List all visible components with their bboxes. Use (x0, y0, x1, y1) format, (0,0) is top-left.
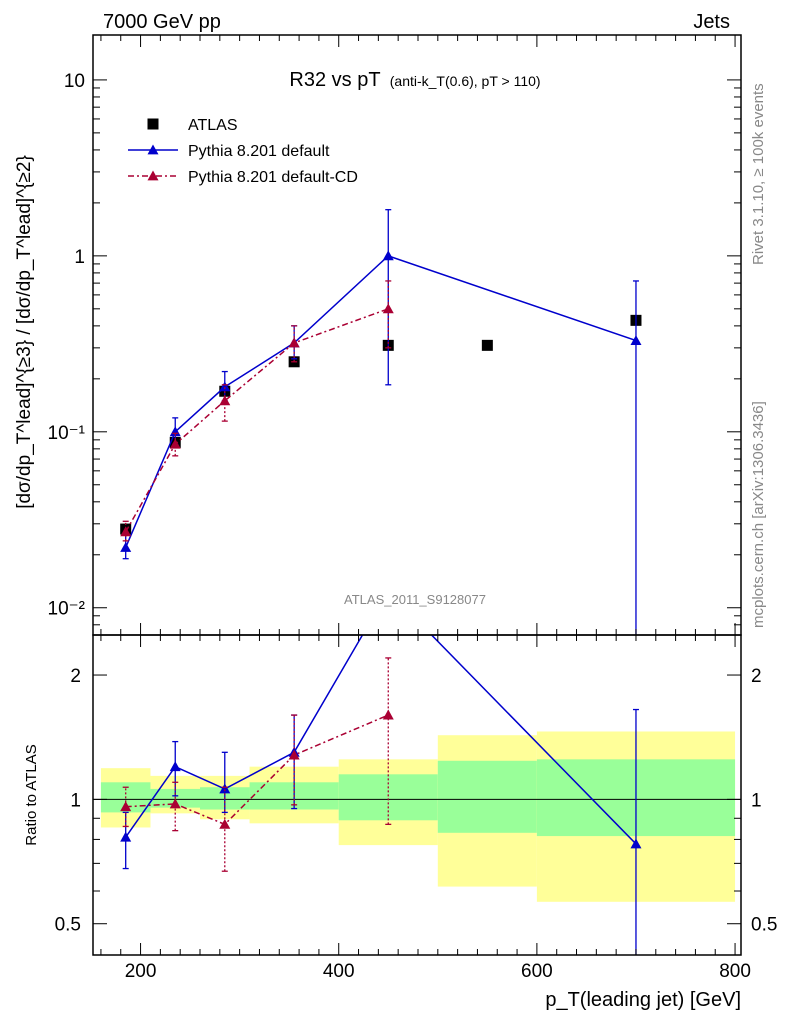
main-y-axis-ticks: 10⁻² 10⁻¹ 1 10 (48, 71, 741, 636)
legend-marker (147, 170, 159, 181)
ratio-data-point (169, 761, 181, 772)
ratio-y-axis-label: Ratio to ATLAS (23, 744, 40, 845)
uncertainty-bands (100, 731, 736, 902)
plot-title-suffix: (anti-k_T(0.6), pT > 110) (390, 73, 541, 89)
legend-entry-2: Pythia 8.201 default-CD (128, 169, 358, 186)
ratio-error-bar (291, 714, 298, 806)
ratio-error-bar (385, 657, 392, 826)
error-bar (221, 384, 228, 422)
data-point (481, 339, 493, 351)
ratio-data-point (630, 838, 642, 849)
legend: ATLAS Pythia 8.201 default Pythia 8.201 de… (128, 117, 358, 186)
series-2 (120, 280, 394, 542)
legend-label: ATLAS (188, 117, 238, 134)
ratio-y-tick-label-right: 1 (751, 790, 762, 811)
data-point (169, 438, 181, 449)
ratio-y-tick-label-right: 0.5 (751, 915, 777, 936)
x-tick-label: 400 (323, 961, 355, 982)
ratio-y-tick-label: 2 (70, 666, 81, 687)
ratio-error-bar (221, 786, 228, 872)
ratio-series-group (120, 635, 642, 955)
header-right: Jets (693, 11, 730, 33)
ratio-plot: 200 400 600 800 0.5 0.5 1 1 2 2 (55, 35, 778, 982)
ratio-data-point (120, 801, 132, 812)
data-point (382, 303, 394, 314)
legend-label: Pythia 8.201 default-CD (188, 169, 358, 186)
ratio-frame (92, 634, 742, 956)
data-point (382, 250, 394, 261)
data-point (219, 395, 231, 406)
plot-title: R32 vs pT (anti-k_T(0.6), pT > 110) (289, 69, 540, 91)
legend-marker (147, 144, 159, 155)
band-green (437, 760, 537, 833)
ratio-data-point (219, 783, 231, 794)
ratio-y-tick-label: 0.5 (55, 915, 81, 936)
ratio-series-line (125, 635, 637, 845)
error-bar (385, 209, 392, 386)
ratio-data-point (219, 818, 231, 829)
legend-marker (147, 118, 159, 130)
error-bar (632, 280, 639, 635)
series-line (125, 255, 637, 548)
y-tick-label: 10⁻¹ (48, 423, 86, 444)
ratio-data-point (120, 831, 132, 842)
y-tick-label: 1 (74, 247, 85, 268)
x-axis-label: p_T(leading jet) [GeV] (545, 989, 741, 1011)
legend-entry-0: ATLAS (147, 117, 238, 134)
error-bar (172, 432, 179, 457)
error-bar (385, 280, 392, 349)
data-point (630, 335, 642, 345)
legend-label: Pythia 8.201 default (188, 143, 330, 160)
x-tick-label: 600 (521, 961, 553, 982)
ratio-data-point (382, 709, 394, 720)
series-line (125, 308, 389, 533)
x-tick-label: 800 (719, 961, 751, 982)
x-tick-label: 200 (125, 961, 157, 982)
y-tick-label: 10 (64, 71, 85, 92)
band-green (338, 774, 438, 821)
analysis-watermark: ATLAS_2011_S9128077 (344, 592, 486, 607)
data-point (120, 541, 132, 552)
data-point (219, 381, 231, 392)
ratio-data-point (169, 798, 181, 809)
ratio-y-axis-ticks: 0.5 0.5 1 1 2 2 (55, 666, 778, 936)
rivet-version-label: Rivet 3.1.10, ≥ 100k events (750, 83, 767, 265)
legend-entry-1: Pythia 8.201 default (128, 143, 330, 160)
data-point (288, 337, 300, 348)
ratio-data-point (288, 749, 300, 760)
ratio-y-tick-label: 1 (70, 790, 81, 811)
ratio-series-1 (120, 657, 394, 872)
main-y-axis-label: [dσ/dp_T^lead]^{≥3} / [dσ/dp_T^lead]^{≥2… (14, 155, 35, 509)
ratio-error-bar (632, 708, 639, 955)
y-tick-label: 10⁻² (48, 599, 86, 620)
x-axis-ticks: 200 400 600 800 (100, 35, 751, 982)
data-point (120, 526, 132, 537)
plot-title-main: R32 vs pT (289, 69, 380, 91)
series-1 (120, 209, 642, 635)
ratio-error-bar (122, 786, 129, 828)
ratio-y-tick-label-right: 2 (751, 666, 762, 687)
main-series-group (120, 209, 642, 635)
header-left: 7000 GeV pp (103, 11, 221, 33)
source-label: mcplots.cern.ch [arXiv:1306.3436] (750, 401, 767, 628)
